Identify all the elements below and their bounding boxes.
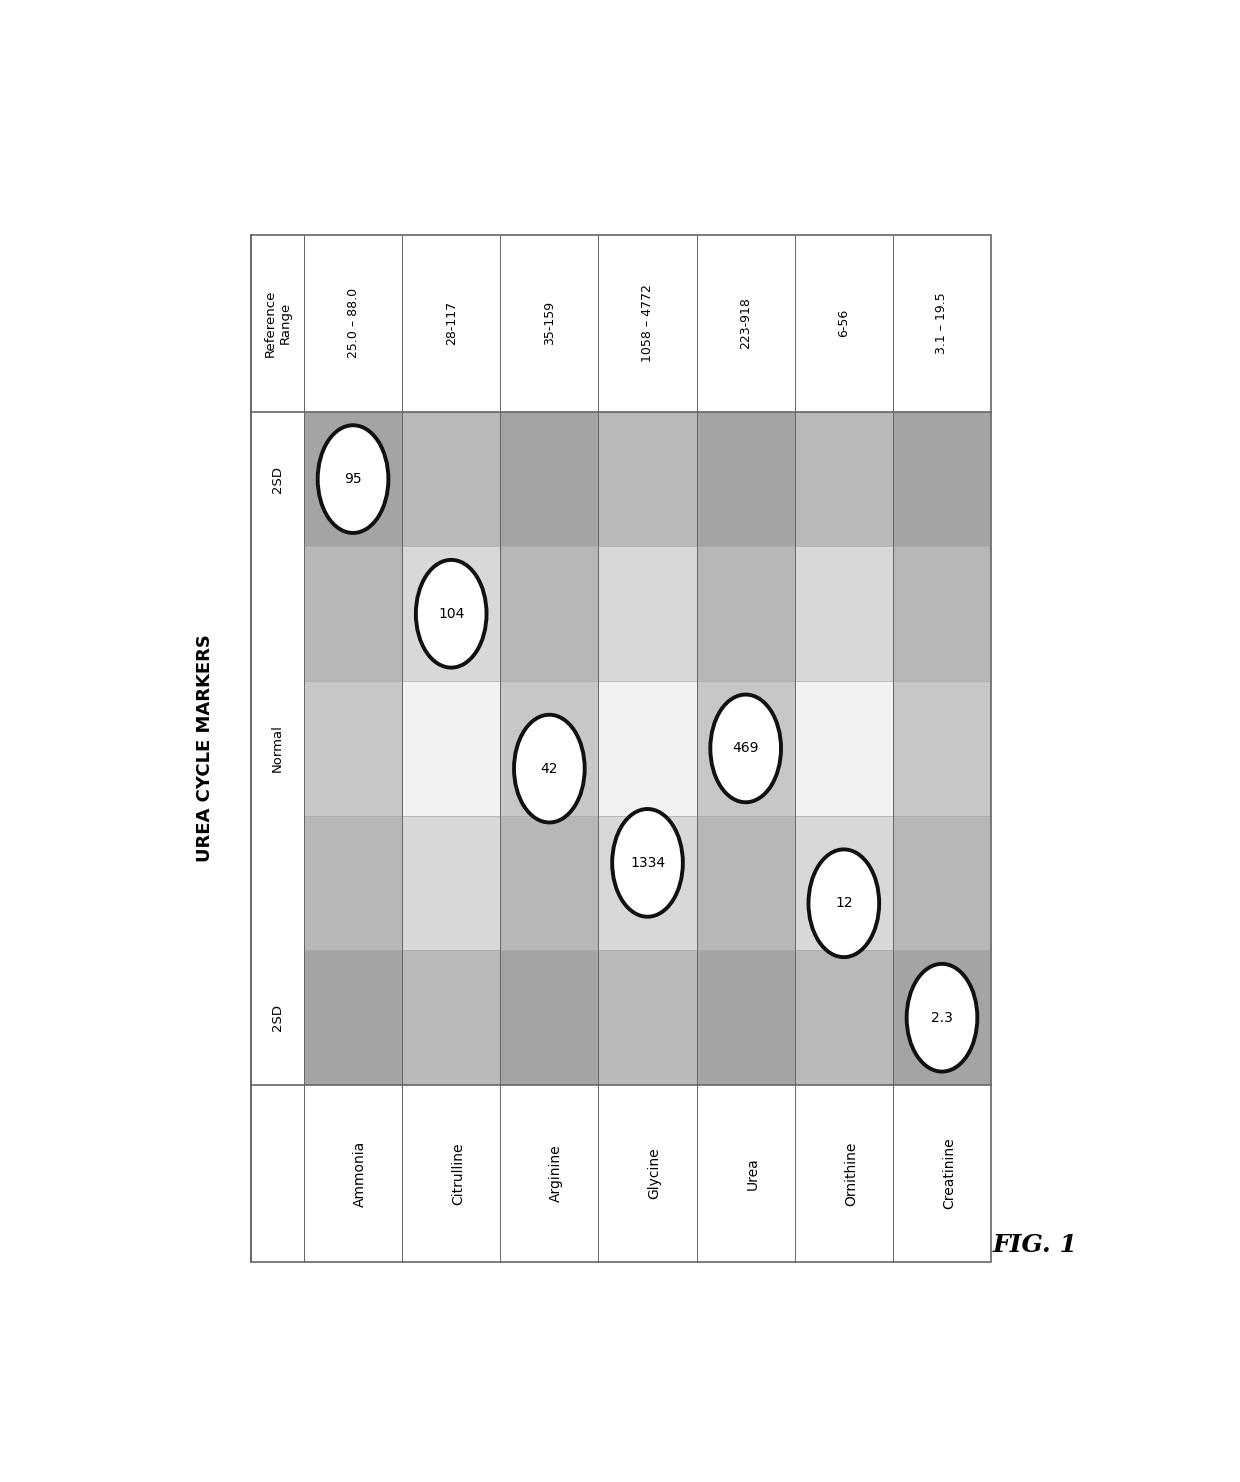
Bar bbox=[250, 412, 304, 1085]
Text: 95: 95 bbox=[345, 473, 362, 486]
Bar bbox=[304, 547, 991, 682]
Bar bbox=[250, 234, 991, 1263]
Text: 25.0 – 88.0: 25.0 – 88.0 bbox=[346, 289, 360, 359]
Bar bbox=[893, 412, 991, 1085]
Ellipse shape bbox=[515, 714, 585, 823]
Bar bbox=[304, 950, 991, 1085]
Text: UREA CYCLE MARKERS: UREA CYCLE MARKERS bbox=[196, 634, 215, 863]
Bar bbox=[304, 412, 402, 1085]
Bar bbox=[599, 412, 697, 1085]
Bar bbox=[304, 412, 991, 547]
Text: Citrulline: Citrulline bbox=[451, 1143, 465, 1205]
Text: 223-918: 223-918 bbox=[739, 298, 753, 350]
Ellipse shape bbox=[613, 809, 683, 917]
Bar bbox=[250, 236, 991, 412]
Bar bbox=[795, 412, 893, 1085]
Text: Arginine: Arginine bbox=[549, 1144, 563, 1202]
Text: Reference
Range: Reference Range bbox=[264, 289, 291, 357]
Text: 28-117: 28-117 bbox=[445, 301, 458, 345]
Text: Urea: Urea bbox=[745, 1157, 760, 1190]
Ellipse shape bbox=[711, 695, 781, 802]
Text: FIG. 1: FIG. 1 bbox=[993, 1233, 1078, 1257]
Text: 2.3: 2.3 bbox=[931, 1011, 952, 1024]
Text: 12: 12 bbox=[835, 897, 853, 910]
Ellipse shape bbox=[906, 963, 977, 1071]
Text: 469: 469 bbox=[733, 741, 759, 756]
Bar bbox=[304, 815, 991, 950]
Ellipse shape bbox=[415, 560, 486, 667]
Text: 2SD: 2SD bbox=[272, 1005, 284, 1031]
Text: 42: 42 bbox=[541, 762, 558, 775]
Text: Ammonia: Ammonia bbox=[353, 1140, 367, 1206]
Text: 2SD: 2SD bbox=[272, 465, 284, 492]
Ellipse shape bbox=[808, 849, 879, 957]
Bar bbox=[250, 1085, 991, 1263]
Bar bbox=[304, 682, 991, 815]
Bar bbox=[402, 412, 500, 1085]
Text: 6-56: 6-56 bbox=[837, 310, 851, 338]
Text: 35-159: 35-159 bbox=[543, 301, 556, 345]
Bar bbox=[697, 412, 795, 1085]
Text: 1334: 1334 bbox=[630, 857, 665, 870]
Text: 1058 – 4772: 1058 – 4772 bbox=[641, 285, 653, 362]
Bar bbox=[250, 234, 991, 1263]
Text: Creatinine: Creatinine bbox=[942, 1138, 956, 1209]
Text: Glycine: Glycine bbox=[647, 1147, 661, 1199]
Text: Ornithine: Ornithine bbox=[844, 1141, 858, 1206]
Text: 104: 104 bbox=[438, 606, 465, 621]
Bar bbox=[500, 412, 599, 1085]
Text: Normal: Normal bbox=[272, 725, 284, 772]
Ellipse shape bbox=[317, 425, 388, 534]
Text: 3.1 – 19.5: 3.1 – 19.5 bbox=[935, 292, 949, 354]
